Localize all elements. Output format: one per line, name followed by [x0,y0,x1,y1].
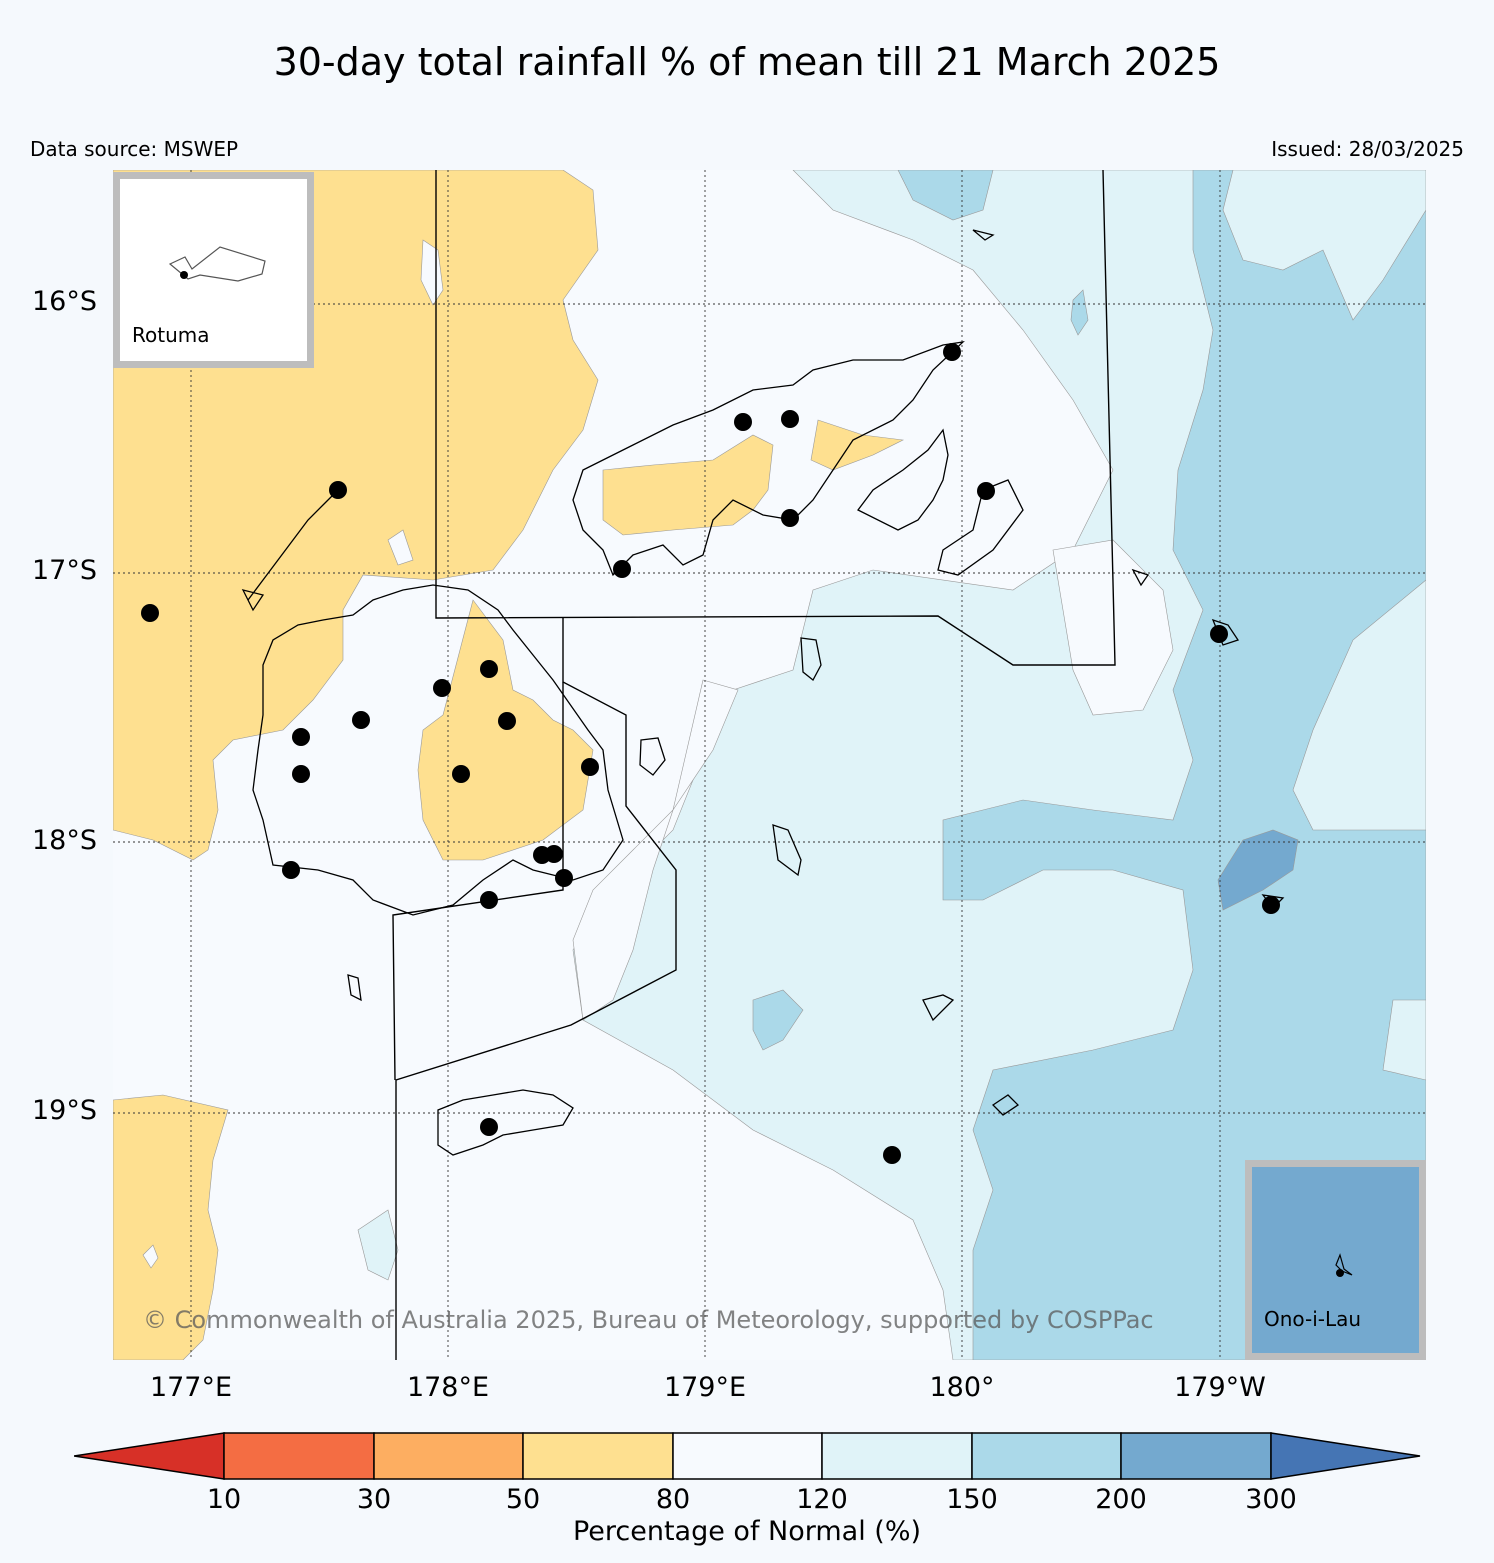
rotuma-island-icon [168,246,266,282]
wet-300-area [1217,829,1299,911]
cicia-outline [1131,568,1150,587]
colorbar-tick-80: 80 [655,1484,691,1515]
division-boundaries [392,170,1116,1360]
light-patch-sw [357,1209,399,1281]
lon-label-179w: 179°W [1174,1372,1266,1403]
ovalau-outline [639,737,666,776]
gridlines [113,170,1426,1360]
station-dot [480,1118,498,1136]
copyright-notice: © Commonwealth of Australia 2025, Bureau… [143,1306,1154,1334]
station-dot [581,758,599,776]
colorbar-tick-150: 150 [946,1484,998,1515]
wet-200-patch-north [897,170,994,221]
dry-80-area-vanua [602,434,774,536]
lat-label-19s: 19°S [32,1095,97,1126]
station-dot [282,861,300,879]
matuku-outline [991,1094,1020,1116]
colorbar [74,1432,1421,1480]
ono-i-lau-island-icon [1335,1253,1353,1277]
colorbar-segment-120-150 [821,1432,973,1480]
colorbar-segment-lt10 [74,1432,225,1480]
colorbar-label: Percentage of Normal (%) [572,1516,922,1547]
ono-i-lau-inset: Ono-i-Lau [1245,1160,1426,1360]
dry-80-area-southwest [113,1094,229,1360]
issued-date-label: Issued: 28/03/2025 [1271,137,1464,161]
station-dot [781,509,799,527]
colorbar-segment-gt300 [1270,1432,1421,1480]
colorbar-segment-50-80 [522,1432,674,1480]
colorbar-segment-200-300 [1120,1432,1272,1480]
taveuni-outline [857,428,949,531]
wet-200-patch-centre [752,989,804,1051]
normal-hole-3 [142,1244,159,1269]
station-dot [480,891,498,909]
station-dot [545,845,563,863]
wet-200-area-east [942,170,1426,1360]
colorbar-tick-200: 200 [1095,1484,1147,1515]
normal-hole-2 [387,529,414,566]
station-dot [292,765,310,783]
vanua-levu-outline [572,341,965,577]
colorbar-segment-30-50 [373,1432,524,1480]
wet-200-pocket-1 [1222,170,1426,321]
lon-label-179e: 179°E [663,1372,747,1403]
lon-label-180: 180° [929,1372,995,1403]
colorbar-tick-50: 50 [505,1484,541,1515]
rainfall-map-svg [113,170,1426,1360]
station-dot [292,728,310,746]
station-dot [977,482,995,500]
station-dot [452,765,470,783]
map-title: 30-day total rainfall % of mean till 21 … [273,40,1221,84]
station-dot [141,604,159,622]
lon-label-178e: 178°E [406,1372,490,1403]
data-source-label: Data source: MSWEP [30,137,239,161]
ono-i-lau-label: Ono-i-Lau [1264,1307,1362,1331]
colorbar-tick-30: 30 [356,1484,392,1515]
gau-outline [772,824,802,877]
rotuma-label: Rotuma [132,323,210,347]
station-dot [613,560,631,578]
colorbar-segment-10-30 [223,1432,375,1480]
beqa-outline [347,974,362,1002]
station-dot [943,343,961,361]
colorbar-tick-10: 10 [206,1484,242,1515]
dry-80-area-taveuni [810,419,905,471]
station-dot [498,712,516,730]
lat-label-17s: 17°S [32,555,97,586]
station-dot [1262,896,1280,914]
colorbar-segment-150-200 [971,1432,1122,1480]
weather-stations [141,343,1280,1164]
station-dot [781,410,799,428]
station-dot [1210,625,1228,643]
colorbar-tick-300: 300 [1245,1484,1297,1515]
rainfall-map [113,170,1426,1360]
rotuma-inset: Rotuma [113,172,314,368]
normal-gap-area [572,679,739,1021]
koro-outline [800,637,822,681]
colorbar-segment-80-120 [672,1432,823,1480]
station-dot [883,1146,901,1164]
qamea-outline [937,479,1024,576]
north-islet-outline [972,229,995,241]
kadavu-outline [437,1089,574,1156]
station-dot [480,660,498,678]
station-dot [734,413,752,431]
normal-pocket [1052,539,1174,716]
station-dot [555,869,573,887]
lon-label-177e: 177°E [149,1372,233,1403]
lat-label-16s: 16°S [32,286,97,317]
wet-200-patch-small [1070,289,1089,336]
station-dot [352,711,370,729]
yasawa-chain-outline [247,489,339,601]
station-dot [329,481,347,499]
colorbar-tick-120: 120 [796,1484,848,1515]
moala-outline [922,994,955,1022]
station-dot [433,679,451,697]
lat-label-18s: 18°S [32,825,97,856]
